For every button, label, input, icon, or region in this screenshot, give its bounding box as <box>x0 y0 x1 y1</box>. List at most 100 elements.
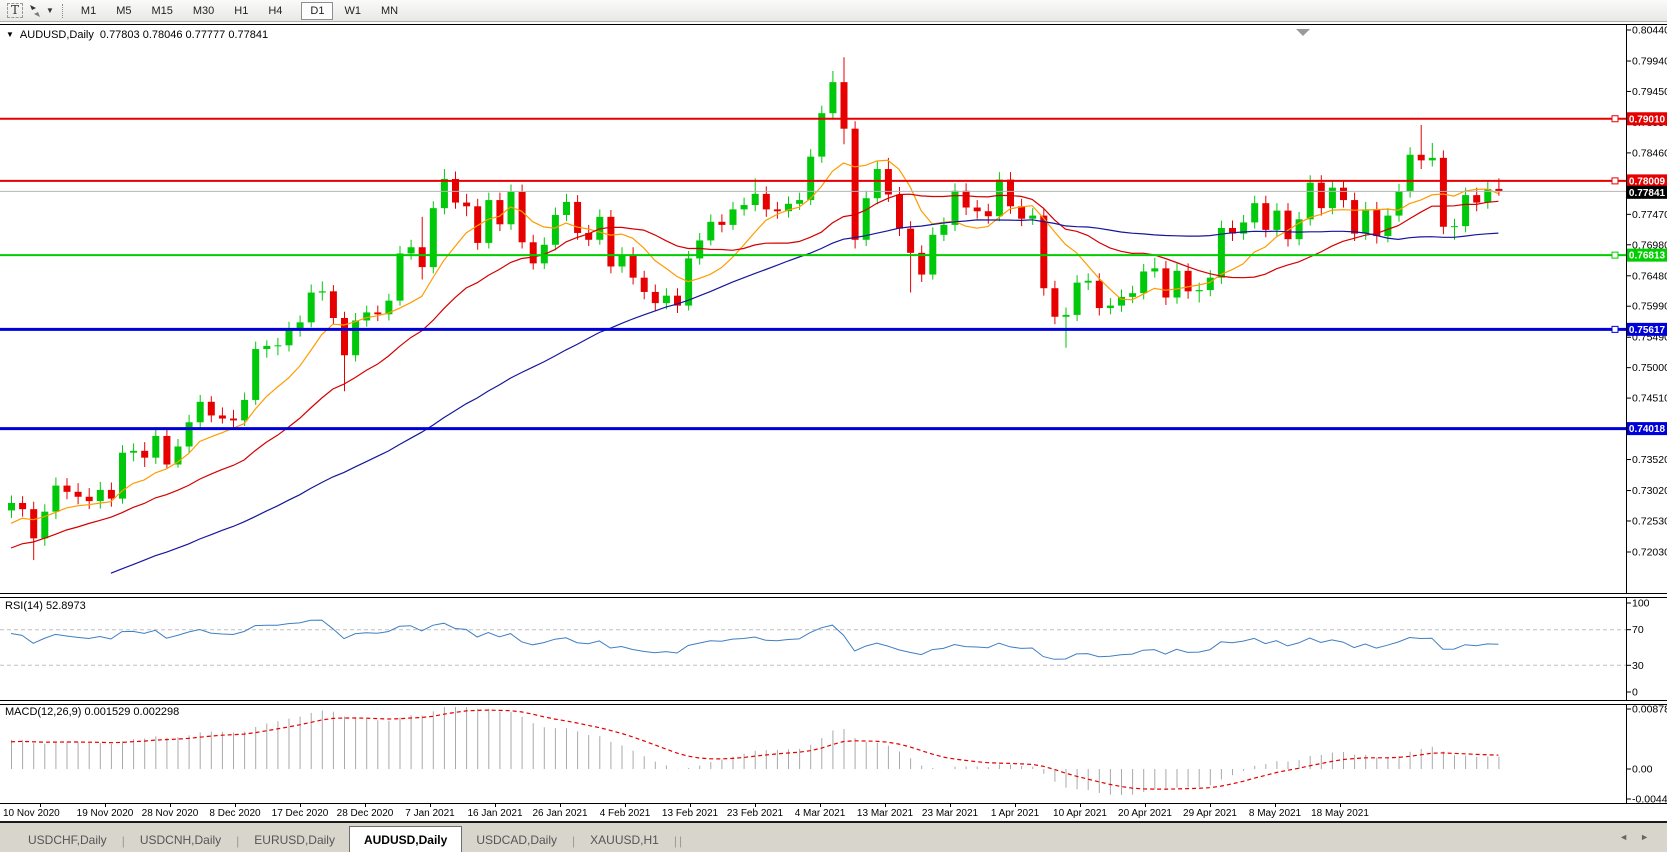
svg-text:0: 0 <box>1632 687 1638 699</box>
date-tick <box>1275 804 1276 807</box>
timeframe-button-m15[interactable]: M15 <box>151 4 173 17</box>
top-toolbar: T ▼ M1 M5 M15 M30 H1 H4 D1 W1 MN <box>0 0 1667 22</box>
price-badge: 0.77841 <box>1627 185 1667 199</box>
timeframe-button-m5[interactable]: M5 <box>116 4 132 17</box>
toolbar-grip <box>61 3 64 18</box>
price-axis: 0.804400.799400.794500.789500.784600.779… <box>1627 25 1667 559</box>
date-label: 8 Dec 2020 <box>209 808 261 819</box>
date-label: 20 Apr 2021 <box>1118 808 1172 819</box>
svg-text:0.80440: 0.80440 <box>1632 25 1667 37</box>
chart-dropdown-icon[interactable]: ▼ <box>6 30 14 39</box>
chart-tab-bar: USDCHF,Daily | USDCNH,Daily | EURUSD,Daily AU… <box>0 821 1667 852</box>
chart-tab-usdcnh[interactable]: USDCNH,Daily <box>139 833 222 847</box>
rsi-panel-canvas[interactable]: 100 70 30 0 <box>0 597 1667 701</box>
date-tick <box>1015 804 1016 807</box>
date-tick <box>1080 804 1081 807</box>
date-tick <box>625 804 626 807</box>
svg-text:0.76813: 0.76813 <box>1629 251 1666 262</box>
timeframe-button-d1[interactable]: D1 <box>301 1 334 20</box>
tab-scroll-arrows: ◄► <box>1619 832 1661 842</box>
tab-separator: | <box>673 834 677 848</box>
hline-handle[interactable] <box>1611 115 1619 123</box>
svg-text:0.78460: 0.78460 <box>1632 147 1667 159</box>
date-label: 23 Feb 2021 <box>726 808 784 819</box>
svg-text:30: 30 <box>1632 660 1644 672</box>
timeframe-button-h4[interactable]: H4 <box>268 4 283 17</box>
date-label: 10 Apr 2021 <box>1053 808 1107 819</box>
svg-text:0.79010: 0.79010 <box>1629 114 1666 125</box>
chevron-down-icon[interactable]: ▼ <box>46 6 54 15</box>
price-badge: 0.79010 <box>1627 112 1667 126</box>
date-label: 4 Mar 2021 <box>794 808 846 819</box>
date-tick <box>365 804 366 807</box>
price-badge: 0.78009 <box>1627 174 1667 188</box>
hline-handle[interactable] <box>1611 177 1619 185</box>
date-label: 10 Nov 2020 <box>3 808 60 819</box>
date-label: 17 Dec 2020 <box>271 808 329 819</box>
svg-text:0.74510: 0.74510 <box>1632 393 1667 405</box>
main-chart-canvas[interactable]: 0.804400.799400.794500.789500.784600.779… <box>0 24 1667 594</box>
timeframe-button-m30[interactable]: M30 <box>192 4 215 17</box>
date-tick <box>40 804 41 807</box>
price-badge: 0.76813 <box>1627 248 1667 262</box>
tab-scroll-left-icon[interactable]: ◄ <box>1619 832 1641 842</box>
svg-text:0.00: 0.00 <box>1632 764 1653 776</box>
chart-tab-eurusd[interactable]: EURUSD,Daily <box>254 833 335 847</box>
tab-scroll-right-icon[interactable]: ► <box>1640 832 1661 842</box>
date-tick <box>430 804 431 807</box>
date-label: 26 Jan 2021 <box>532 808 588 819</box>
svg-text:-0.00445: -0.00445 <box>1632 794 1667 805</box>
rsi-indicator-label: RSI(14) 52.8973 <box>5 600 86 612</box>
macd-panel-canvas[interactable]: 0.008782 0.00 -0.00445 <box>0 704 1667 804</box>
svg-text:0.75000: 0.75000 <box>1632 362 1667 374</box>
date-label: 13 Mar 2021 <box>856 808 914 819</box>
date-tick <box>1210 804 1211 807</box>
timeframe-button-group: M1 M5 M15 M30 H1 H4 D1 W1 MN <box>71 1 416 20</box>
date-tick <box>105 804 106 807</box>
arrows-tool-icon <box>30 4 40 17</box>
date-axis: 10 Nov 2020 19 Nov 2020 28 Nov 2020 8 Dec 2… <box>0 804 1667 821</box>
macd-signal-line <box>10 709 1499 790</box>
chart-shift-icon[interactable] <box>1296 29 1310 36</box>
candles-layer <box>8 57 1503 561</box>
chart-tab-usdcad[interactable]: USDCAD,Daily <box>476 833 558 847</box>
slow-ma-line <box>110 219 1499 574</box>
text-tool-button[interactable]: T <box>5 2 25 20</box>
date-label: 19 Nov 2020 <box>76 808 134 819</box>
price-badge: 0.75617 <box>1627 322 1667 336</box>
date-tick <box>1145 804 1146 807</box>
svg-text:0.72530: 0.72530 <box>1632 515 1667 527</box>
hline-handle[interactable] <box>1611 325 1619 333</box>
date-tick <box>885 804 886 807</box>
date-label: 28 Dec 2020 <box>336 808 394 819</box>
date-label: 23 Mar 2021 <box>921 808 979 819</box>
horizontal-lines-layer <box>0 115 1626 431</box>
chart-tab-audusd[interactable]: AUDUSD,Daily <box>348 826 463 852</box>
timeframe-button-mn[interactable]: MN <box>380 4 399 17</box>
svg-text:0.75617: 0.75617 <box>1629 325 1666 336</box>
date-tick <box>560 804 561 807</box>
svg-text:0.76480: 0.76480 <box>1632 270 1667 282</box>
timeframe-button-h1[interactable]: H1 <box>234 4 249 17</box>
chart-tab-usdchf[interactable]: USDCHF,Daily <box>28 833 107 847</box>
cursor-tool-button[interactable]: ▼ <box>27 2 54 20</box>
hline-handle[interactable] <box>1611 251 1619 259</box>
price-badge: 0.74018 <box>1627 422 1667 436</box>
rsi-line <box>10 619 1499 660</box>
svg-text:0.72030: 0.72030 <box>1632 547 1667 559</box>
svg-text:70: 70 <box>1632 624 1644 636</box>
rsi-axis: 100 70 30 0 <box>1627 598 1650 699</box>
ohlc-values: 0.77803 0.78046 0.77777 0.77841 <box>99 29 269 41</box>
tab-separator: | <box>236 834 240 848</box>
timeframe-button-w1[interactable]: W1 <box>344 4 361 17</box>
macd-histogram <box>11 707 1500 795</box>
date-label: 7 Jan 2021 <box>405 808 455 819</box>
tab-separator: | <box>572 834 576 848</box>
timeframe-button-m1[interactable]: M1 <box>80 4 97 17</box>
date-tick <box>495 804 496 807</box>
chart-tab-xauusd[interactable]: XAUUSD,H1 <box>590 833 659 847</box>
medium-ma-line <box>10 193 1499 549</box>
text-tool-icon: T <box>6 3 23 18</box>
svg-text:100: 100 <box>1632 598 1650 610</box>
